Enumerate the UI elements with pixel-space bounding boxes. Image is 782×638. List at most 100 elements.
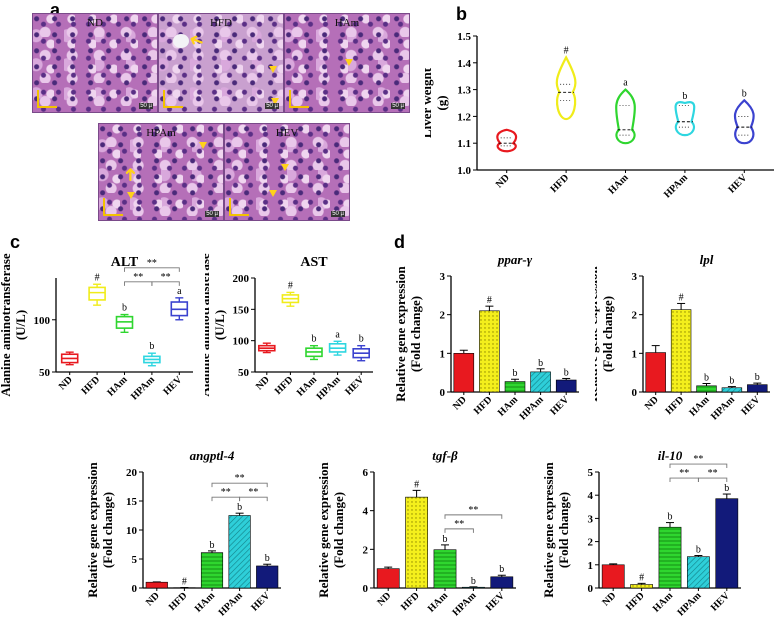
x-tick-label: HPAm — [315, 374, 344, 403]
micrograph-label: ND — [87, 17, 103, 29]
liver-weight-violin-chart: 1.0 1.1 1.2 1.3 1.4 1.5 ND HFD HAm HPAm HEV Liver w… — [425, 31, 774, 201]
y-tick-label: 1.1 — [457, 138, 471, 150]
bar — [200, 552, 224, 589]
panel-label-c: c — [10, 232, 21, 252]
significance-bracket — [239, 496, 268, 502]
y-tick-label: 5 — [588, 467, 594, 479]
significance-bracket — [211, 482, 268, 488]
micrograph-label: HPAm — [146, 127, 176, 139]
x-tick-label: HAm — [105, 374, 130, 399]
violin-shape — [733, 98, 755, 145]
x-tick-label: HFD — [167, 590, 190, 613]
significance-letter: # — [639, 572, 644, 583]
y-axis-label: Alanine aminotransferase — [205, 253, 212, 397]
scale-text: 50 µ — [139, 103, 153, 109]
y-tick-label: 100 — [233, 336, 250, 348]
y-tick-label: 200 — [233, 273, 250, 285]
x-tick-label: HAm — [651, 590, 676, 615]
box-body — [88, 286, 106, 301]
micrograph-ham: HAm 50 µ — [284, 13, 410, 113]
bar — [696, 385, 717, 393]
significance-label: ** — [161, 272, 171, 283]
y-axis-label: (U/L) — [13, 310, 28, 340]
panel-label-d: d — [394, 232, 405, 252]
y-axis-label: (Fold change) — [408, 296, 423, 372]
x-tick-label: HPAm — [675, 590, 704, 619]
significance-letter: # — [487, 295, 492, 306]
bar — [433, 549, 457, 589]
lipid-droplet — [173, 34, 189, 48]
x-tick-label: HEV — [739, 394, 763, 418]
violin-shape — [674, 101, 696, 137]
arrow-icon: ➜ — [120, 166, 142, 183]
significance-letter: # — [679, 292, 684, 303]
y-tick-label: 0 — [363, 583, 369, 595]
significance-label: ** — [708, 468, 718, 479]
x-tick-label: HEV — [484, 590, 508, 614]
y-tick-label: 0 — [132, 583, 138, 595]
arrowhead-icon — [199, 142, 207, 149]
scale-text: 50 µ — [205, 211, 219, 217]
micrograph-hfd: HFD ➜ 50 µ — [158, 13, 284, 113]
bar — [504, 381, 526, 393]
significance-letter: b — [742, 88, 747, 99]
significance-letter: b — [513, 368, 518, 379]
x-tick-label: ND — [643, 394, 661, 412]
x-tick-label: HEV — [343, 374, 367, 398]
bar — [405, 496, 428, 589]
y-tick-label: 2 — [632, 310, 638, 322]
arrowhead-icon — [269, 66, 277, 73]
y-tick-label: 2 — [588, 537, 594, 549]
x-tick-label: HPAm — [217, 590, 246, 619]
significance-letter: b — [471, 576, 476, 587]
panel-label-b: b — [456, 4, 467, 24]
y-tick-label: 2 — [363, 544, 369, 556]
bar — [228, 515, 251, 589]
bar — [530, 371, 551, 393]
significance-letter: b — [149, 341, 154, 352]
arrowhead-icon — [127, 192, 135, 199]
significance-letter: # — [414, 479, 419, 490]
significance-letter: b — [564, 367, 569, 378]
tgf-beta-bar-chart: 0 2 4 6 ND HFD HAm HPAm HEV Relative gene express… — [316, 448, 516, 618]
x-tick-label: HPAm — [662, 172, 691, 201]
significance-letter: b — [696, 545, 701, 556]
bar — [376, 568, 400, 589]
alt-box-chart: 50 100 ND HFD HAm HPAm HEV Alanine aminotransfe… — [0, 253, 193, 402]
violin-shape — [496, 128, 518, 153]
y-axis-label: Relative gene expression — [395, 265, 408, 401]
micrograph-label: HFD — [209, 17, 232, 29]
x-tick-label: HFD — [472, 394, 495, 417]
chart-title: angptl-4 — [190, 448, 235, 463]
arrowhead-icon — [345, 59, 353, 66]
x-tick-label: HEV — [726, 172, 750, 196]
bar — [687, 556, 710, 589]
significance-letter: b — [237, 502, 242, 513]
y-axis-label: (Fold change) — [331, 492, 346, 568]
significance-letter: # — [564, 45, 569, 56]
x-tick-label: HEV — [709, 590, 733, 614]
significance-letter: b — [443, 534, 448, 545]
significance-label: ** — [133, 272, 143, 283]
x-tick-label: HPAm — [518, 394, 547, 423]
il-10-bar-chart: 0 1 2 3 4 5 ND HFD HAm HPAm HEV Relative gene expre… — [541, 448, 741, 619]
y-axis-label: (Fold change) — [600, 296, 615, 372]
x-tick-label: ND — [600, 590, 618, 608]
x-tick-label: HFD — [273, 374, 296, 397]
angptl-4-bar-chart: 0 5 10 15 20 ND HFD HAm HPAm HEV Relative gene exp… — [85, 448, 281, 619]
bar — [453, 353, 475, 393]
micrograph-hev: HEV 50 µ — [224, 123, 350, 221]
x-tick-label: HEV — [161, 374, 185, 398]
bar — [145, 581, 168, 589]
significance-letter: b — [122, 303, 127, 314]
chart-title: AST — [300, 255, 328, 270]
significance-letter: b — [265, 553, 270, 564]
bar — [479, 310, 500, 393]
significance-label: ** — [221, 487, 231, 498]
y-tick-label: 3 — [588, 513, 594, 525]
x-tick-label: ND — [254, 374, 272, 392]
significance-letter: a — [177, 286, 182, 297]
y-tick-label: 20 — [126, 467, 138, 479]
